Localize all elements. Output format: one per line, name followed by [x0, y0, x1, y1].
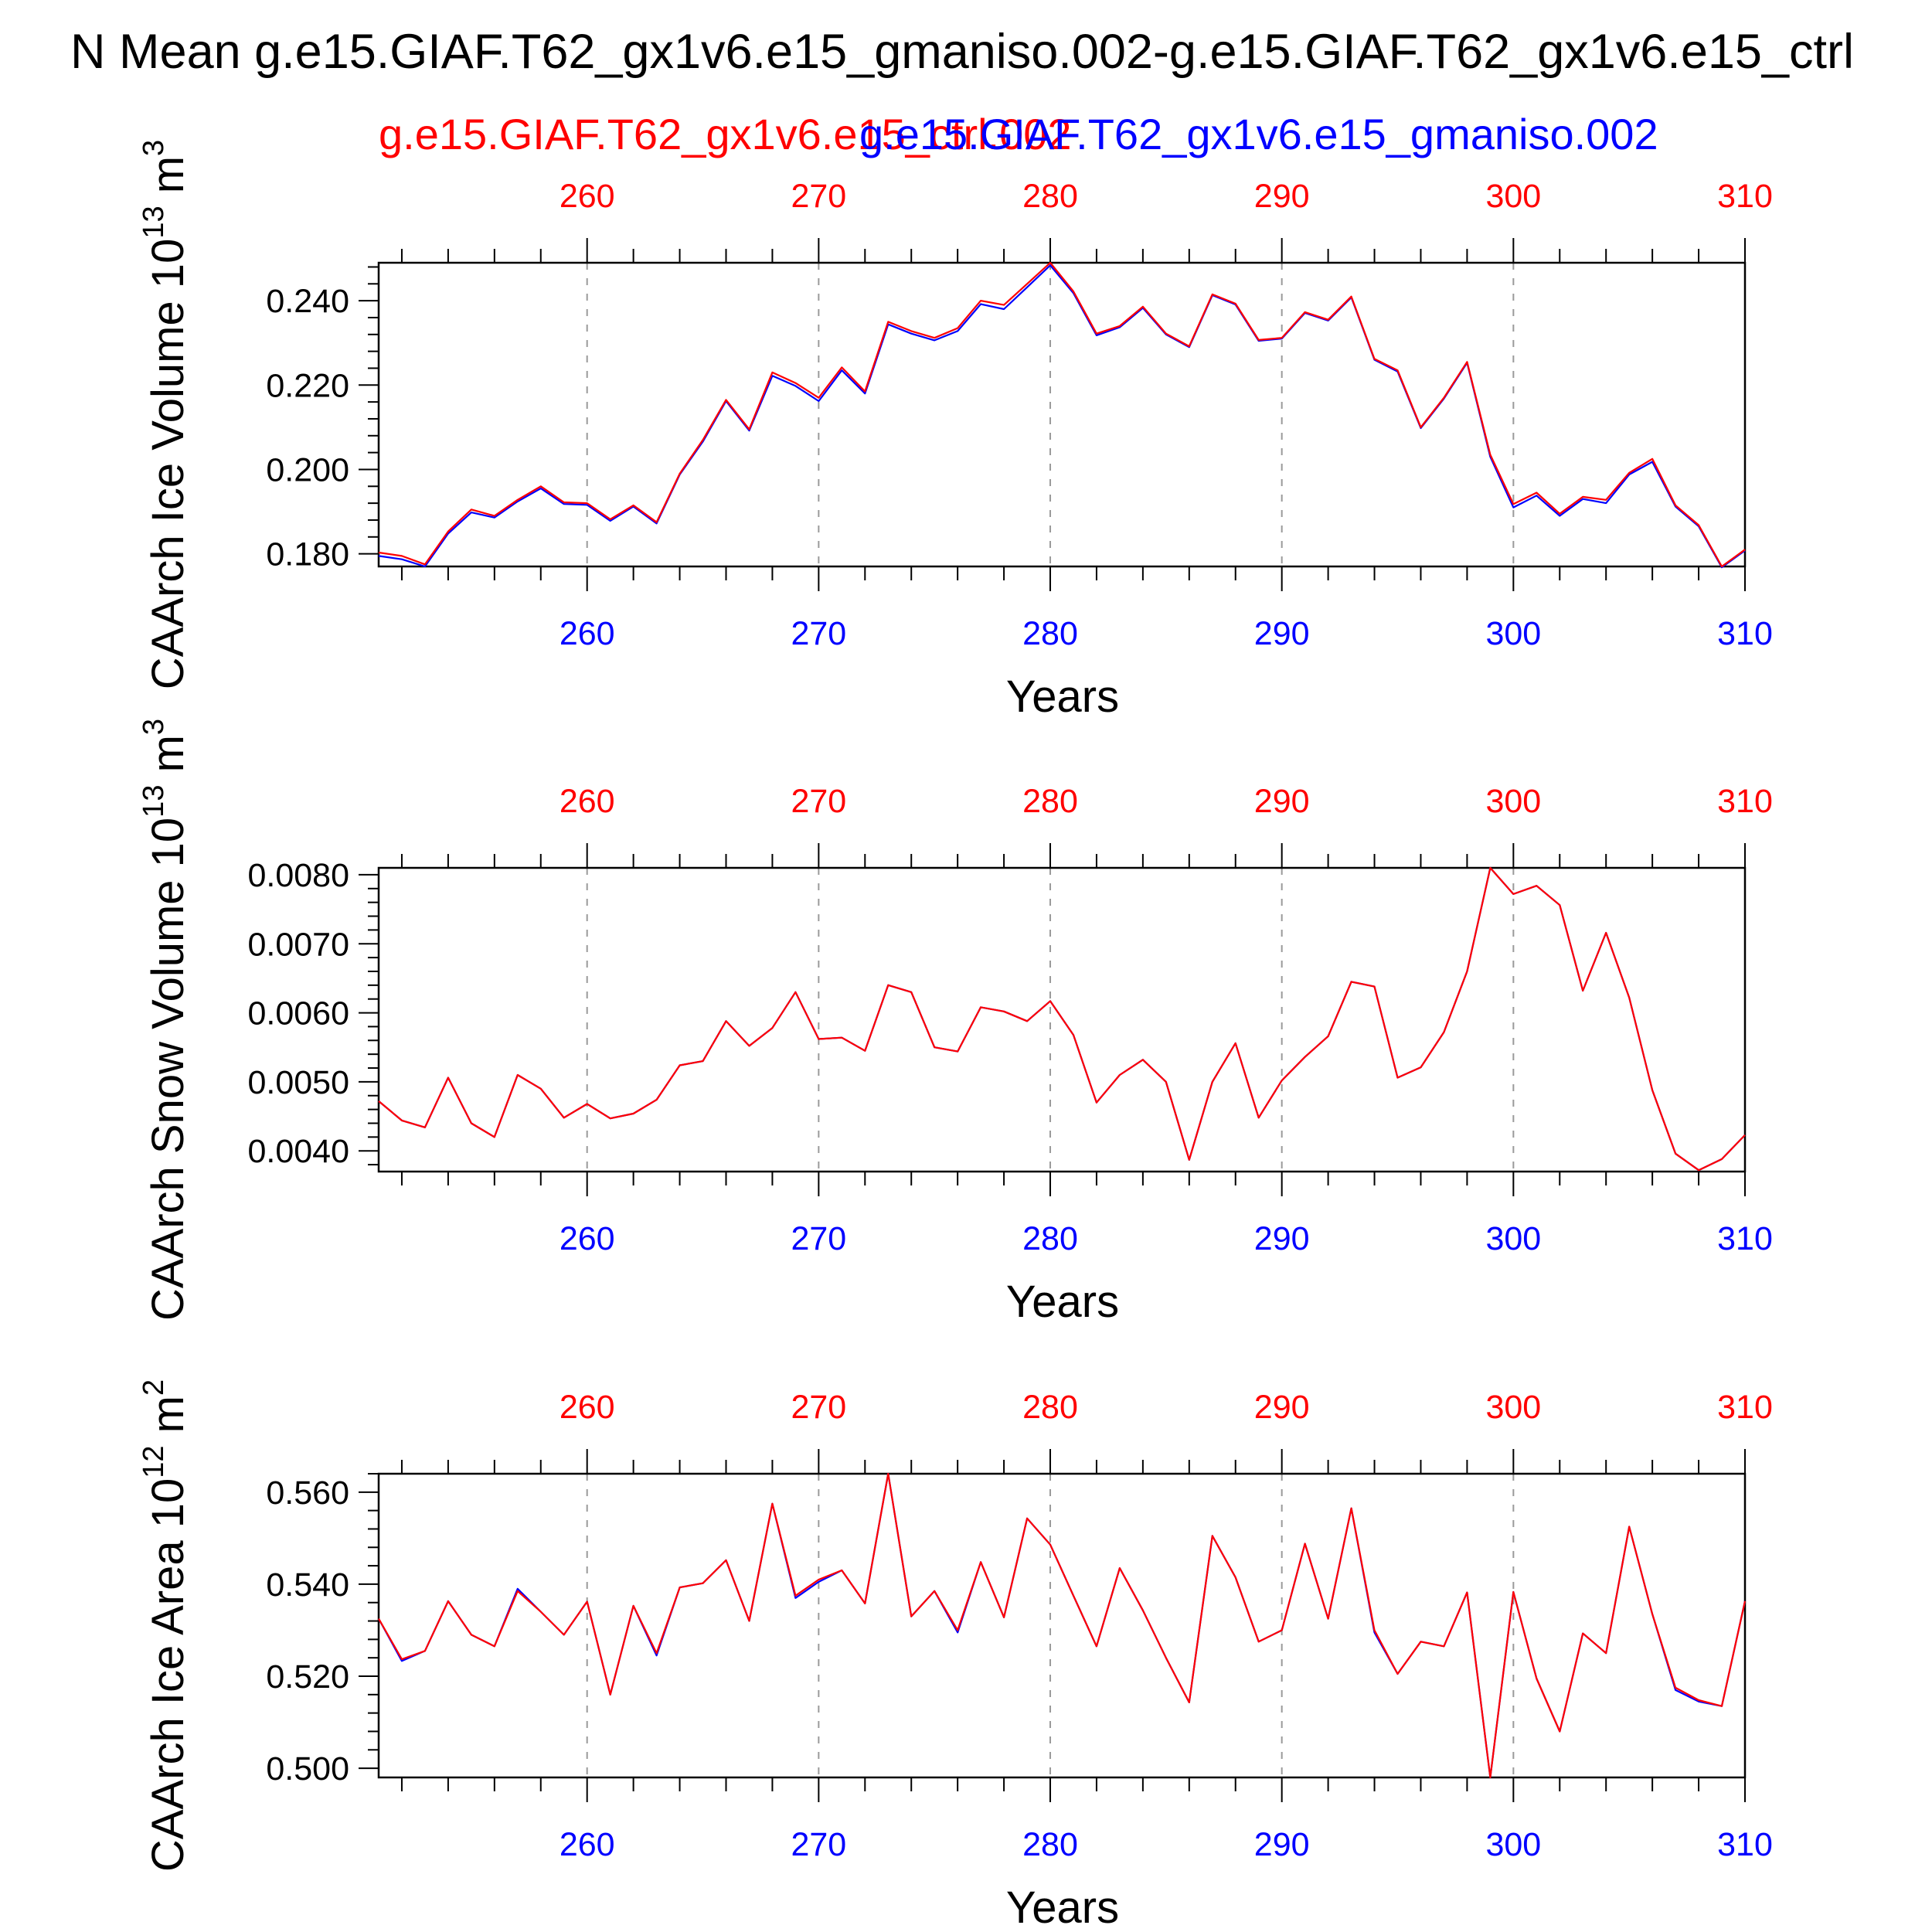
panels: 0.180 0.200 0.220 0.240 260 260 270 270 280 280 29…: [138, 140, 1773, 1932]
x-tick-label-bottom: 290: [1254, 1826, 1310, 1863]
x-tick-label-bottom: 260: [560, 1826, 615, 1863]
x-axis-title: Years: [1006, 1883, 1119, 1932]
y-axis-title-part: CAArch Snow Volume 10: [143, 818, 193, 1321]
x-tick-label-bottom: 270: [791, 1826, 846, 1863]
x-tick-label-bottom: 260: [560, 615, 615, 652]
series-line-gmaniso: [378, 264, 1746, 569]
x-tick-label-bottom: 290: [1254, 1220, 1310, 1257]
x-tick-label-top: 290: [1254, 783, 1310, 820]
x-tick-label-bottom: 310: [1717, 615, 1773, 652]
x-tick-label-top: 260: [560, 178, 615, 215]
y-axis-title-part: 3: [138, 719, 170, 735]
x-tick-label-top: 290: [1254, 178, 1310, 215]
y-axis-title-part: 2: [138, 1379, 170, 1396]
y-axis-title: CAArch Ice Volume 1013 m3: [138, 140, 193, 689]
x-axis-title: Years: [1006, 672, 1119, 722]
x-tick-label-top: 310: [1717, 1389, 1773, 1426]
y-tick-label: 0.520: [266, 1658, 349, 1696]
x-tick-label-bottom: 280: [1022, 1220, 1078, 1257]
x-tick-label-bottom: 310: [1717, 1826, 1773, 1863]
x-tick-label-top: 300: [1485, 1389, 1541, 1426]
series-line-ctrl: [378, 261, 1746, 568]
legend-blue-run: g.e15.GIAF.T62_gx1v6.e15_gmaniso.002: [859, 110, 1658, 158]
y-axis-title-part: 13: [138, 785, 170, 818]
x-tick-label-bottom: 270: [791, 615, 846, 652]
y-tick-label: 0.0080: [247, 857, 349, 894]
x-tick-label-top: 310: [1717, 178, 1773, 215]
plot-frame: [377, 866, 1747, 1173]
x-tick-label-top: 290: [1254, 1389, 1310, 1426]
series-line-gmaniso: [378, 1472, 1747, 1779]
x-tick-label-bottom: 290: [1254, 615, 1310, 652]
y-tick-label: 0.200: [266, 451, 349, 488]
y-tick-label: 0.500: [266, 1750, 349, 1787]
x-tick-label-top: 300: [1485, 178, 1541, 215]
y-tick-label: 0.240: [266, 283, 349, 320]
y-axis-title-part: m: [143, 735, 193, 784]
x-tick-label-bottom: 300: [1485, 1826, 1541, 1863]
x-tick-label-top: 270: [791, 178, 846, 215]
x-tick-label-top: 310: [1717, 783, 1773, 820]
y-axis-title-part: 3: [138, 140, 170, 156]
x-tick-label-top: 280: [1022, 178, 1078, 215]
chart-panel-1: 0.180 0.200 0.220 0.240 260 260 270 270 280 280 29…: [138, 140, 1773, 722]
x-tick-label-top: 260: [560, 783, 615, 820]
y-tick-label: 0.540: [266, 1566, 349, 1604]
x-tick-label-bottom: 310: [1717, 1220, 1773, 1257]
plot-frame: [377, 261, 1747, 568]
x-tick-label-bottom: 280: [1022, 615, 1078, 652]
y-tick-label: 0.0050: [247, 1064, 349, 1101]
legend-red-run: g.e15.GIAF.T62_gx1v6.e15_ctrl.002: [379, 110, 1072, 158]
series-line-ctrl: [378, 1472, 1747, 1779]
x-tick-label-bottom: 300: [1485, 615, 1541, 652]
y-axis-title-part: CAArch Ice Area 10: [143, 1478, 193, 1872]
y-tick-label: 0.560: [266, 1475, 349, 1512]
x-tick-label-bottom: 300: [1485, 1220, 1541, 1257]
y-tick-label: 0.0040: [247, 1133, 349, 1170]
y-axis-title: CAArch Ice Area 1012 m2: [138, 1379, 193, 1872]
y-axis-title-part: CAArch Ice Volume 10: [143, 239, 193, 690]
chart-panel-3: 0.500 0.520 0.540 0.560 260 260 270 270 280 280 29…: [138, 1379, 1773, 1932]
x-tick-label-bottom: 260: [560, 1220, 615, 1257]
y-axis-title-part: 13: [138, 206, 170, 238]
y-axis-title-part: m: [143, 156, 193, 206]
plot-frame: [377, 1472, 1747, 1779]
x-tick-label-top: 270: [791, 783, 846, 820]
x-tick-label-top: 260: [560, 1389, 615, 1426]
y-tick-label: 0.180: [266, 536, 349, 573]
series-line-ctrl: [378, 866, 1746, 1172]
y-axis-title-part: 12: [138, 1445, 170, 1478]
y-axis-title: CAArch Snow Volume 1013 m3: [138, 719, 193, 1321]
x-axis-title: Years: [1006, 1277, 1119, 1327]
y-tick-label: 0.0070: [247, 926, 349, 963]
x-tick-label-bottom: 280: [1022, 1826, 1078, 1863]
y-tick-label: 0.0060: [247, 995, 349, 1032]
x-tick-label-top: 300: [1485, 783, 1541, 820]
x-tick-label-top: 270: [791, 1389, 846, 1426]
figure-title: N Mean g.e15.GIAF.T62_gx1v6.e15_gmaniso.…: [70, 25, 1854, 79]
x-tick-label-top: 280: [1022, 1389, 1078, 1426]
x-tick-label-top: 280: [1022, 783, 1078, 820]
x-tick-label-bottom: 270: [791, 1220, 846, 1257]
y-axis-title-part: m: [143, 1396, 193, 1445]
y-tick-label: 0.220: [266, 367, 349, 404]
chart-panel-2: 0.0040 0.0050 0.0060 0.0070 0.0080 260 260 270 2…: [138, 719, 1773, 1327]
